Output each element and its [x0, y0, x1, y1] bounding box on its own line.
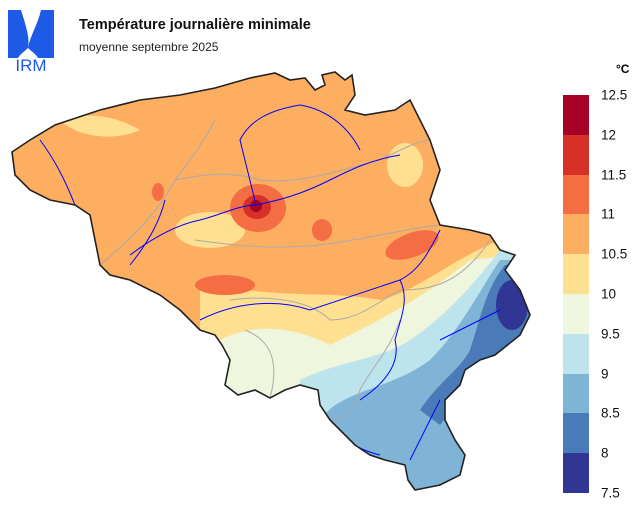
svg-text:IRM: IRM	[15, 56, 46, 72]
color-legend	[563, 95, 589, 494]
zone-11-11.5-gent	[152, 183, 164, 201]
rivers	[39, 104, 501, 461]
legend-band	[563, 373, 589, 414]
irm-logo: IRM	[8, 10, 54, 72]
legend-tick-label: 11.5	[601, 167, 627, 183]
legend-tick-label: 10.5	[601, 246, 628, 262]
legend-tick-label: 9	[601, 366, 609, 382]
legend-band	[563, 294, 589, 335]
zone-10-10.5-east	[387, 143, 423, 187]
zone-10-10.5-north	[60, 115, 140, 137]
map-title: Température journalière minimale	[79, 17, 311, 33]
legend-band	[563, 413, 589, 454]
legend-tick-label: 7.5	[601, 485, 620, 501]
legend-band	[563, 134, 589, 176]
legend-band	[563, 214, 589, 255]
zone-7.5-8	[496, 280, 528, 330]
legend-band	[563, 333, 589, 375]
legend-tick-label: 12.5	[601, 87, 628, 103]
legend-unit: °C	[616, 62, 630, 76]
legend-band	[563, 254, 589, 295]
zone-11-11.5-leuven	[312, 219, 332, 241]
legend-tick-label: 8	[601, 445, 609, 461]
legend-band	[563, 174, 589, 215]
legend-tick-label: 9.5	[601, 326, 620, 342]
province-borders	[99, 119, 491, 422]
legend-tick-label: 8.5	[601, 405, 620, 421]
map-subtitle: moyenne septembre 2025	[79, 40, 219, 54]
zone-11-11.5-charleroi	[195, 275, 255, 295]
zone-11-11.5-liege	[385, 230, 439, 260]
legend-tick-label: 11	[601, 206, 616, 222]
zone-12-12.5-brussels	[250, 200, 262, 212]
zone-10-10.5-center	[175, 212, 245, 248]
legend-band	[563, 95, 589, 136]
legend-tick-label: 10	[601, 286, 617, 302]
legend-tick-label: 12	[601, 127, 617, 143]
legend-band	[563, 453, 589, 494]
